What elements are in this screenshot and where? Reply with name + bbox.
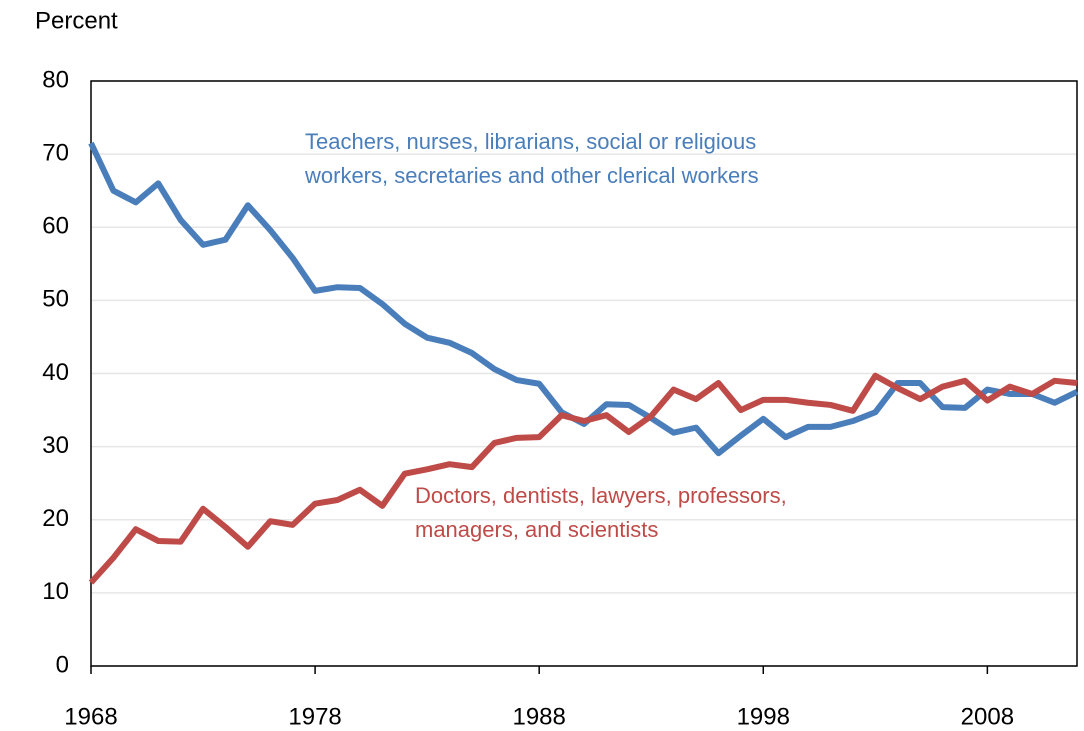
y-tick-label: 20 [42,505,69,532]
y-tick-label: 30 [42,432,69,459]
x-tick-label: 1978 [288,703,341,730]
x-tick-label: 2008 [961,703,1014,730]
y-axis-label: Percent [35,7,118,34]
y-tick-label: 10 [42,578,69,605]
y-tick-label: 0 [56,651,69,678]
y-tick-label: 60 [42,213,69,240]
series-line [88,141,1079,457]
series-line [88,372,1078,585]
series-label: Teachers, nurses, librarians, social or … [305,129,756,154]
y-tick-label: 50 [42,286,69,313]
y-tick-label: 40 [42,359,69,386]
series-label: workers, secretaries and other clerical … [304,163,759,188]
y-tick-label: 80 [42,66,69,93]
plot-frame [90,80,1078,667]
series-label: managers, and scientists [415,517,658,542]
x-tick-label: 1998 [737,703,790,730]
x-tick-label: 1968 [64,703,117,730]
y-tick-label: 70 [42,139,69,166]
series-label: Doctors, dentists, lawyers, professors, [415,483,787,508]
x-tick-label: 1988 [512,703,565,730]
